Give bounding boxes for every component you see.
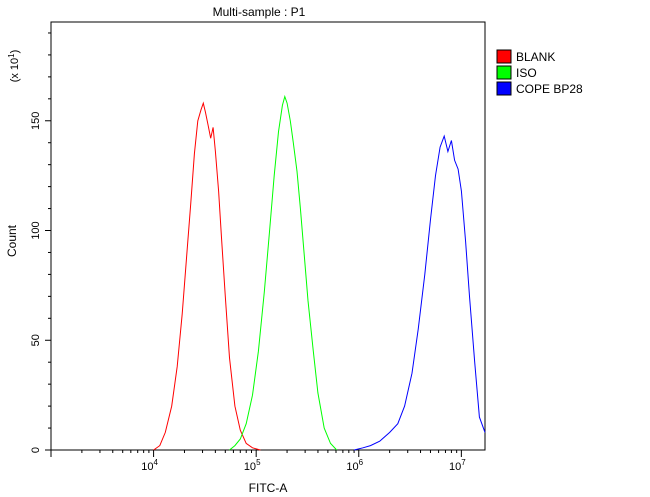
- series-layer: [153, 94, 486, 451]
- legend-swatch: [496, 49, 512, 64]
- y-axis-ticks: 0 50 100 150: [30, 32, 51, 453]
- legend-swatch: [496, 81, 512, 96]
- x-tick-label: 106: [346, 458, 363, 473]
- y-axis-label: Count: [5, 224, 19, 257]
- legend-label: COPE BP28: [516, 82, 583, 96]
- y-multiplier-suffix: ): [9, 50, 21, 54]
- legend-label: BLANK: [516, 50, 555, 64]
- y-tick-label: 100: [30, 221, 42, 239]
- x-tick-label: 107: [449, 458, 466, 473]
- x-tick-label: 105: [244, 458, 261, 473]
- y-multiplier-prefix: (x 10: [9, 58, 21, 82]
- series-line-blank: [153, 101, 261, 451]
- y-multiplier-exponent: 1: [7, 53, 16, 58]
- y-tick-label: 50: [30, 334, 42, 346]
- y-tick-label: 150: [30, 112, 42, 130]
- plot-frame: [50, 21, 486, 451]
- chart-title: Multi-sample : P1: [213, 5, 306, 19]
- x-axis-label: FITC-A: [249, 481, 288, 495]
- x-tick-label: 104: [141, 458, 158, 473]
- series-line-iso: [229, 94, 338, 451]
- legend: BLANK ISO COPE BP28: [496, 49, 583, 96]
- legend-swatch: [496, 65, 512, 80]
- legend-label: ISO: [516, 66, 537, 80]
- y-tick-label: 0: [30, 447, 42, 453]
- y-multiplier-label: (x 101): [7, 50, 21, 83]
- x-axis-ticks: 104 105 106 107: [50, 450, 466, 473]
- series-line-cope-bp28: [353, 134, 486, 451]
